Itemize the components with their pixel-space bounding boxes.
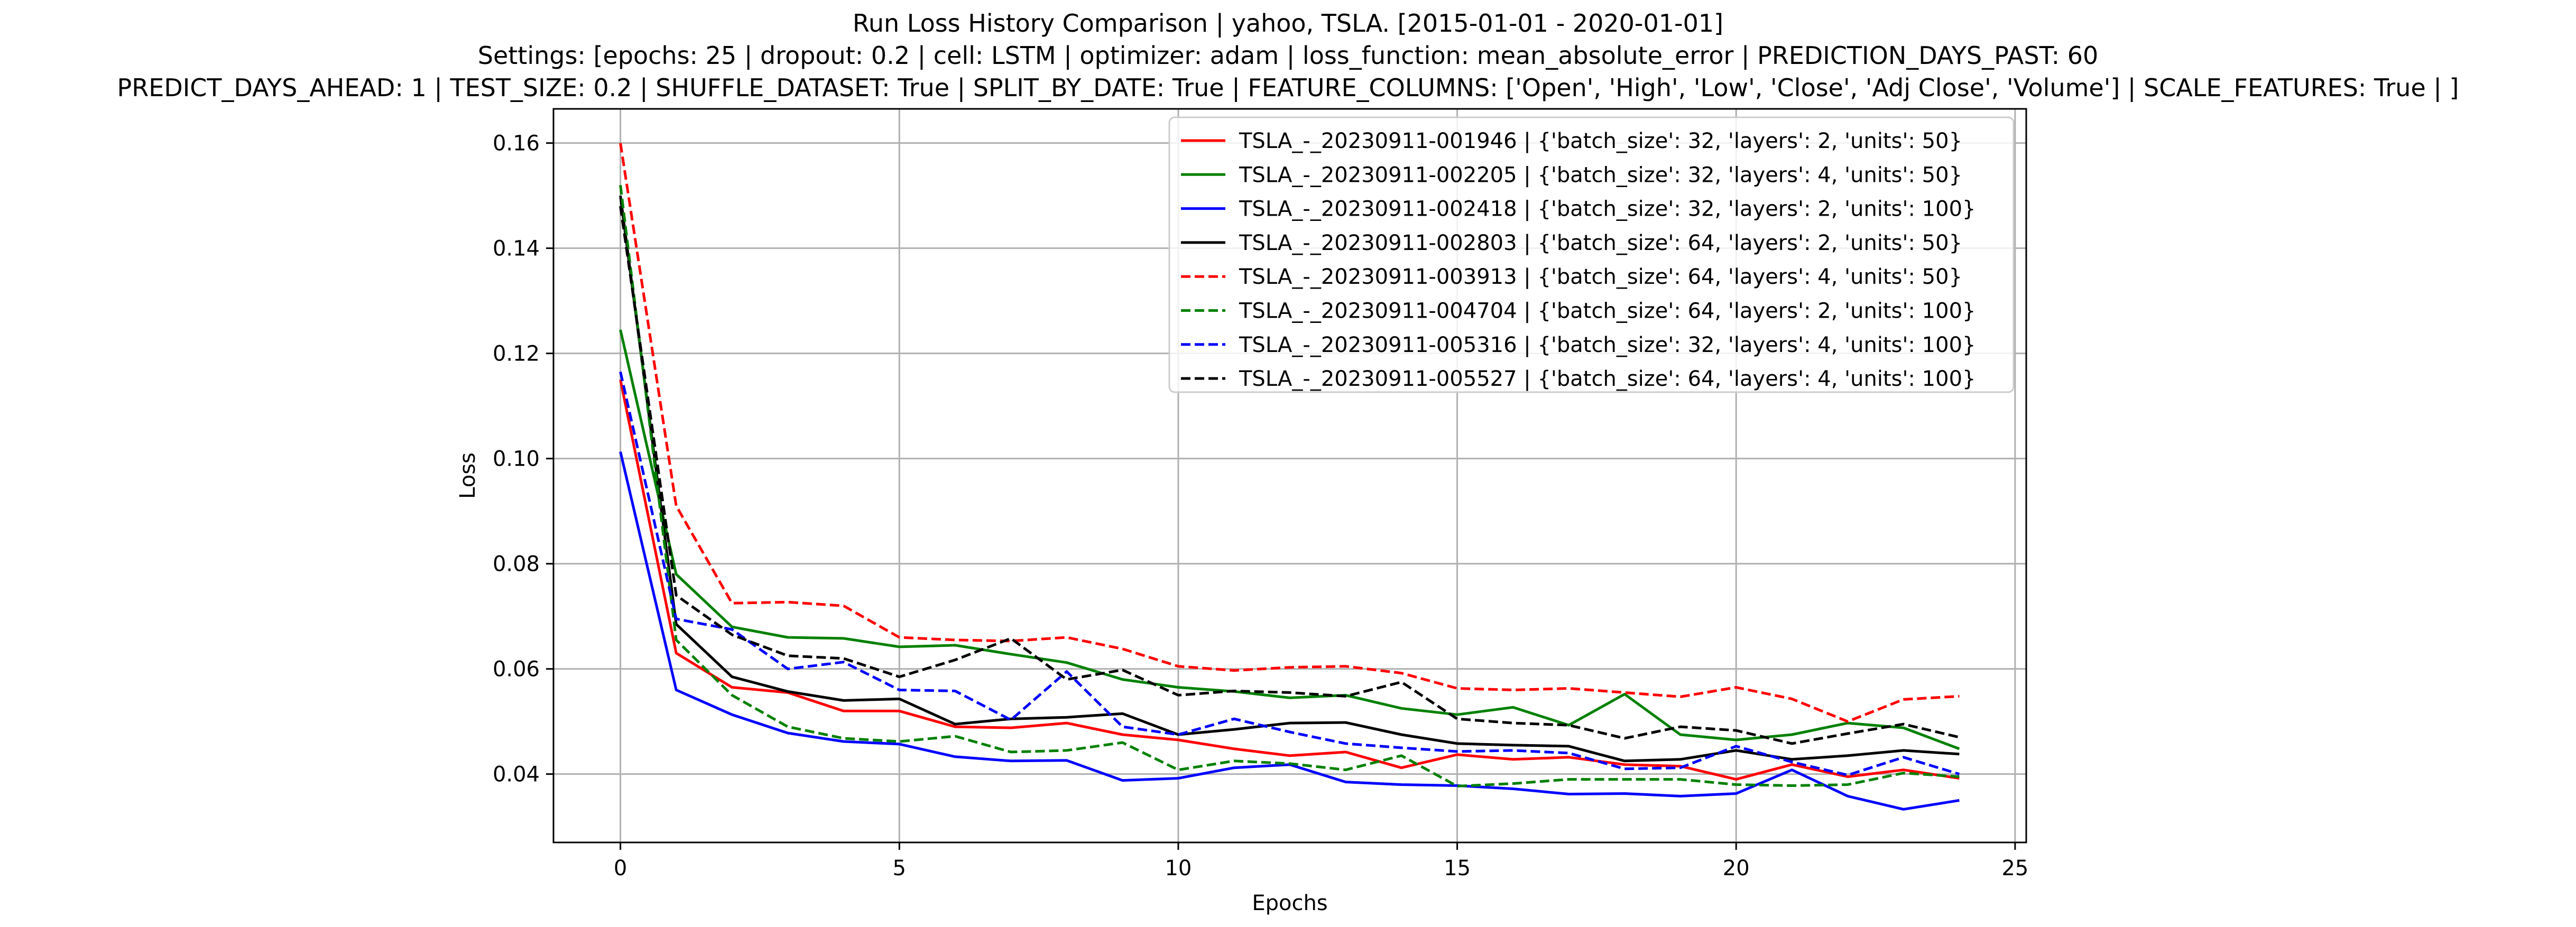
y-tick-label: 0.16 xyxy=(493,132,540,156)
series-line-7 xyxy=(619,371,1960,777)
x-tick-label: 0 xyxy=(614,856,627,880)
legend-label: TSLA_-_20230911-003913 | {'batch_size': … xyxy=(1239,265,1962,289)
legend-label: TSLA_-_20230911-002418 | {'batch_size': … xyxy=(1239,197,1975,221)
legend-label: TSLA_-_20230911-002205 | {'batch_size': … xyxy=(1239,163,1962,187)
series-line-8 xyxy=(619,206,1960,745)
chart-subtitle-line-2: PREDICT_DAYS_AHEAD: 1 | TEST_SIZE: 0.2 |… xyxy=(117,73,2459,102)
y-axis-label: Loss xyxy=(456,452,480,499)
legend: TSLA_-_20230911-001946 | {'batch_size': … xyxy=(1168,116,2015,393)
legend-label: TSLA_-_20230911-002803 | {'batch_size': … xyxy=(1239,231,1962,255)
x-tick-label: 20 xyxy=(1723,856,1750,880)
y-tick-label: 0.08 xyxy=(493,552,540,577)
chart-title: Run Loss History Comparison | yahoo, TSL… xyxy=(852,9,1724,38)
chart-subtitle-line-1: Settings: [epochs: 25 | dropout: 0.2 | c… xyxy=(477,41,2099,70)
x-tick-label: 10 xyxy=(1165,856,1192,880)
series-line-5 xyxy=(619,143,1960,723)
legend-label: TSLA_-_20230911-001946 | {'batch_size': … xyxy=(1239,129,1962,153)
x-tick-label: 25 xyxy=(2001,856,2028,880)
legend-box xyxy=(1168,116,2015,393)
series-line-6 xyxy=(619,184,1960,787)
legend-label: TSLA_-_20230911-005316 | {'batch_size': … xyxy=(1239,333,1975,357)
plot-frame xyxy=(552,108,2027,843)
y-tick-label: 0.14 xyxy=(493,237,540,261)
series-line-4 xyxy=(619,195,1960,763)
series-line-2 xyxy=(619,329,1960,750)
x-axis: 0 5 10 15 20 25 xyxy=(614,842,2028,880)
x-axis-label: Epochs xyxy=(1252,891,1327,915)
legend-label: TSLA_-_20230911-004704 | {'batch_size': … xyxy=(1239,299,1975,323)
legend-label: TSLA_-_20230911-005527 | {'batch_size': … xyxy=(1239,367,1975,391)
y-tick-label: 0.12 xyxy=(493,342,540,366)
y-tick-label: 0.10 xyxy=(493,447,540,471)
x-tick-label: 15 xyxy=(1444,856,1471,880)
chart-titles: Run Loss History Comparison | yahoo, TSL… xyxy=(0,7,2576,104)
series-lines xyxy=(619,143,1960,811)
series-line-1 xyxy=(619,379,1960,781)
y-tick-label: 0.06 xyxy=(493,657,540,682)
y-tick-label: 0.04 xyxy=(493,763,540,787)
y-axis: 0.04 0.06 0.08 0.10 0.12 0.14 0.16 xyxy=(493,132,553,787)
x-tick-label: 5 xyxy=(893,856,906,880)
